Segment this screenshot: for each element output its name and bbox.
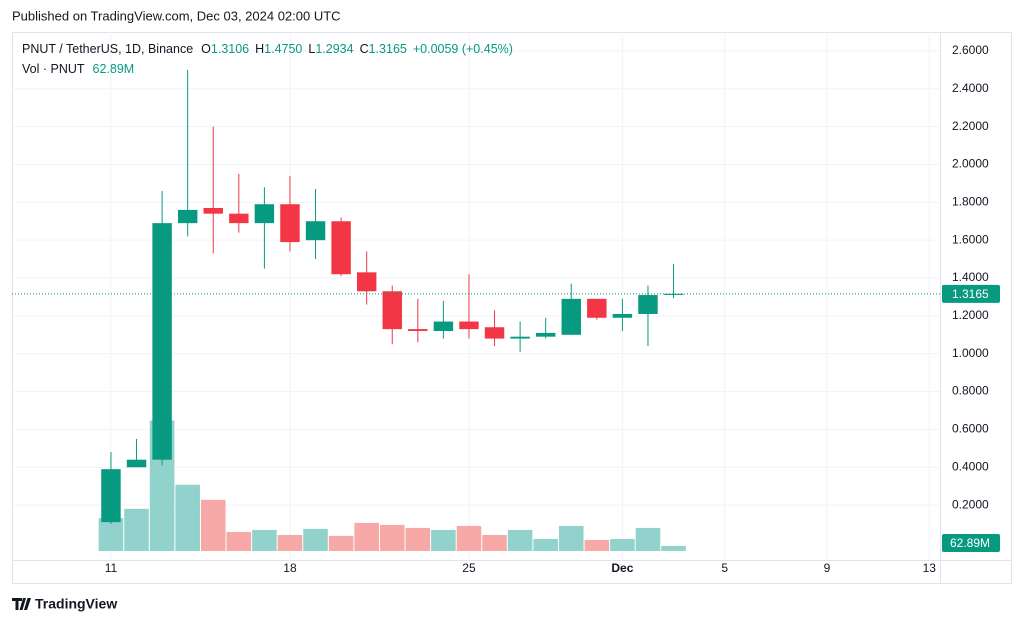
candle-body: [663, 293, 684, 295]
candle-body: [126, 459, 147, 468]
chart-frame: [12, 32, 1012, 584]
candle-body: [408, 329, 428, 332]
x-tick-label: 9: [824, 561, 831, 575]
candle-body: [101, 469, 121, 523]
x-tick-label: 18: [283, 561, 297, 575]
candle-body: [484, 327, 505, 339]
y-tick-label: 2.4000: [952, 81, 989, 95]
volume-bar: [533, 538, 558, 551]
volume-bar: [635, 527, 661, 551]
ohlc-key: H: [255, 42, 264, 56]
candle-body: [280, 204, 300, 243]
volume-bar: [507, 529, 533, 551]
published-note: Published on TradingView.com, Dec 03, 20…: [12, 8, 341, 23]
ohlc-key: O: [201, 42, 211, 56]
y-tick-label: 0.6000: [952, 422, 989, 436]
x-tick-label: 5: [721, 561, 728, 575]
y-tick-label: 0.8000: [952, 384, 989, 398]
volume-bar: [456, 525, 482, 551]
volume-bar: [354, 522, 379, 551]
volume-bar: [405, 527, 431, 551]
candle-body: [638, 295, 658, 314]
volume-bar: [277, 534, 303, 551]
volume-bar: [328, 535, 354, 551]
ohlc-value: 1.3165: [369, 42, 407, 56]
candle-body: [587, 298, 607, 318]
change: +0.0059 (+0.45%): [413, 42, 513, 56]
volume-bar: [558, 525, 584, 551]
last-price-label: 1.3165: [952, 287, 989, 301]
candle-body: [433, 321, 454, 332]
x-tick-label: 11: [105, 561, 118, 575]
y-tick-label: 2.6000: [952, 43, 989, 57]
volume-bar: [584, 539, 610, 551]
volume-tag: [942, 534, 1000, 552]
candle-body: [459, 321, 479, 330]
last-price-tag: [942, 284, 1000, 303]
y-tick-label: 0.4000: [952, 459, 989, 473]
candle-body: [331, 221, 351, 275]
candle-body: [177, 209, 198, 224]
volume-bar: [252, 529, 277, 551]
candle-body: [229, 213, 249, 224]
ohlc-value: 1.3106: [211, 42, 249, 56]
volume-bar: [661, 545, 686, 551]
candle-body: [305, 221, 326, 241]
y-tick-label: 1.0000: [952, 346, 989, 360]
ohlc-value: 1.2934: [315, 42, 353, 56]
brand-logo: TradingView: [12, 596, 117, 612]
y-tick-label: 1.2000: [952, 308, 989, 322]
y-tick-label: 2.0000: [952, 157, 989, 171]
legend-symbol: PNUT / TetherUS, 1D, Binance O1.3106 H1.47…: [22, 42, 513, 56]
candle-body: [254, 204, 275, 224]
y-tick-label: 1.6000: [952, 232, 989, 246]
volume-bar: [431, 529, 456, 551]
candle-body: [356, 272, 377, 292]
candle-body: [535, 332, 556, 337]
candle-body: [612, 313, 633, 318]
logo-icon: [12, 598, 31, 610]
volume-bar: [226, 531, 252, 551]
candle-body: [203, 208, 223, 214]
volume-tag-label: 62.89M: [950, 536, 990, 550]
y-tick-label: 0.2000: [952, 497, 989, 511]
volume-bar: [200, 499, 226, 551]
volume-bar: [482, 534, 507, 551]
candle-body: [382, 291, 402, 330]
y-tick-label: 1.8000: [952, 194, 989, 208]
volume-bar: [175, 484, 200, 551]
ohlc-value: 1.4750: [264, 42, 302, 56]
legend-volume: Vol · PNUT 62.89M: [22, 62, 134, 76]
brand-name: TradingView: [35, 596, 117, 612]
ohlc-key: C: [360, 42, 369, 56]
y-tick-label: 2.2000: [952, 119, 989, 133]
candle-body: [152, 223, 172, 460]
x-tick-label: 13: [923, 561, 937, 575]
candle-body: [510, 336, 530, 339]
volume-title: Vol · PNUT: [22, 62, 85, 76]
volume-value: 62.89M: [93, 62, 135, 76]
volume-bar: [124, 508, 149, 551]
symbol: PNUT / TetherUS, 1D, Binance: [22, 42, 193, 56]
ohlc-key: L: [308, 42, 315, 56]
volume-bar: [610, 538, 635, 551]
volume-bar: [379, 524, 405, 551]
y-tick-label: 1.4000: [952, 270, 989, 284]
volume-bar: [303, 528, 328, 551]
x-tick-label: Dec: [611, 561, 633, 575]
x-tick-label: 25: [462, 561, 476, 575]
candle-body: [561, 298, 581, 335]
